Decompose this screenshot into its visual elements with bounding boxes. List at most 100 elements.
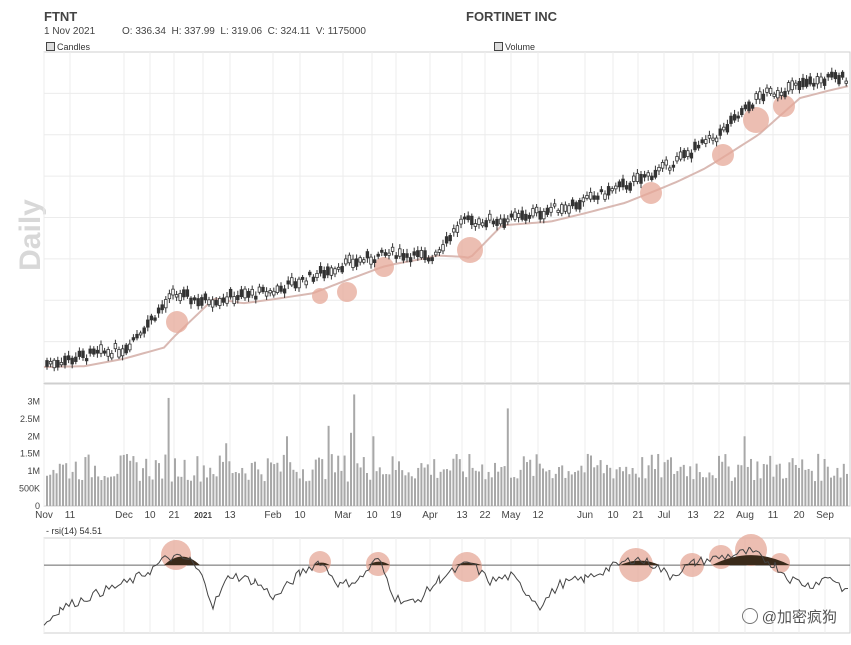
volume-bar	[340, 470, 343, 506]
candle-body	[830, 71, 834, 78]
timeframe-label: Daily	[14, 199, 47, 271]
volume-bar	[647, 465, 650, 506]
candle-body	[747, 101, 751, 112]
candle-body	[660, 162, 665, 169]
candle-body	[279, 285, 283, 292]
candle-body	[750, 104, 755, 109]
candle-body	[264, 291, 269, 297]
candle-body	[63, 355, 67, 366]
legend-candles[interactable]: Candles	[46, 42, 90, 52]
candle-body	[826, 73, 830, 78]
candle-body	[200, 297, 204, 306]
volume-bar	[206, 477, 208, 506]
volume-bar	[426, 464, 429, 506]
volume-bar	[202, 465, 205, 506]
volume-bar	[718, 455, 720, 506]
candle-body	[102, 350, 107, 354]
volume-bar	[490, 477, 493, 506]
candle-body	[380, 249, 384, 253]
volume-bar	[266, 458, 269, 506]
candle-body	[300, 276, 305, 280]
volume-bar	[359, 467, 362, 506]
x-tick-label: 10	[294, 510, 306, 521]
candle-body	[120, 348, 125, 357]
x-tick-label: Dec	[115, 510, 133, 521]
volume-bar	[609, 467, 612, 506]
volume-bar	[769, 455, 772, 506]
x-tick-label: Mar	[334, 510, 352, 521]
candle-body	[336, 266, 341, 270]
volume-bar	[583, 472, 586, 506]
volume-bar	[606, 464, 608, 506]
volume-bar	[548, 469, 551, 506]
volume-bar	[596, 465, 599, 506]
volume-bar	[394, 469, 397, 506]
candle-body	[92, 348, 96, 355]
candle-body	[732, 114, 737, 121]
volume-bar	[110, 476, 112, 506]
volume-tick-label: 2M	[27, 431, 40, 441]
volume-bar	[391, 456, 394, 506]
x-tick-label: Jun	[577, 510, 593, 521]
legend-rsi[interactable]: - rsi(14) 54.51	[46, 526, 102, 536]
volume-bar	[375, 471, 378, 506]
candle-body	[207, 299, 211, 306]
candle-body	[628, 182, 632, 191]
x-tick-label: 2021	[194, 511, 212, 520]
volume-bar	[650, 454, 653, 506]
candle-body	[308, 271, 312, 276]
volume-bar	[452, 458, 455, 506]
volume-bar	[132, 456, 135, 506]
candle-body	[513, 211, 517, 220]
candle-body	[441, 244, 445, 252]
candle-body	[383, 252, 388, 256]
candle-body	[815, 76, 820, 85]
volume-bar	[615, 469, 618, 506]
volume-bar	[190, 480, 192, 506]
candle-body	[768, 87, 773, 95]
volume-bar	[593, 467, 596, 506]
candle-body	[740, 108, 744, 116]
legend-volume[interactable]: Volume	[494, 42, 535, 52]
volume-tick-label: 1.5M	[20, 449, 40, 459]
candle-body	[365, 251, 370, 259]
volume-bar	[247, 479, 250, 506]
candle-body	[423, 250, 427, 261]
volume-bar	[270, 462, 272, 506]
candle-body	[542, 210, 546, 220]
volume-bar	[519, 469, 522, 506]
volume-bar	[209, 467, 212, 506]
candle-body	[376, 253, 380, 257]
volume-bar	[68, 478, 71, 506]
candle-body	[88, 348, 92, 354]
volume-bar	[734, 477, 736, 506]
volume-bar	[522, 456, 525, 506]
candle-body	[297, 278, 301, 289]
volume-bar	[228, 461, 231, 506]
candle-body	[534, 206, 539, 214]
volume-bar	[721, 461, 724, 506]
candle-body	[776, 90, 780, 99]
x-tick-label: 11	[65, 510, 76, 521]
volume-bar	[420, 463, 423, 506]
volume-bar	[346, 481, 349, 506]
volume-bar	[193, 475, 196, 506]
volume-bar	[314, 459, 317, 506]
volume-bar	[788, 462, 791, 506]
candle-body	[117, 349, 121, 358]
volume-bar	[170, 481, 173, 506]
candle-body	[614, 185, 618, 190]
candle-body	[243, 288, 247, 299]
rsi-overbought-fill	[368, 561, 390, 566]
volume-bar	[545, 471, 548, 506]
volume-bar	[244, 473, 247, 506]
volume-bar	[494, 462, 496, 506]
candle-body	[196, 298, 200, 307]
volume-bar	[55, 473, 58, 506]
volume-bar	[689, 466, 692, 506]
volume-bar	[833, 475, 836, 506]
candle-body	[819, 76, 823, 84]
volume-bar	[372, 436, 375, 506]
candle-body	[700, 139, 704, 144]
